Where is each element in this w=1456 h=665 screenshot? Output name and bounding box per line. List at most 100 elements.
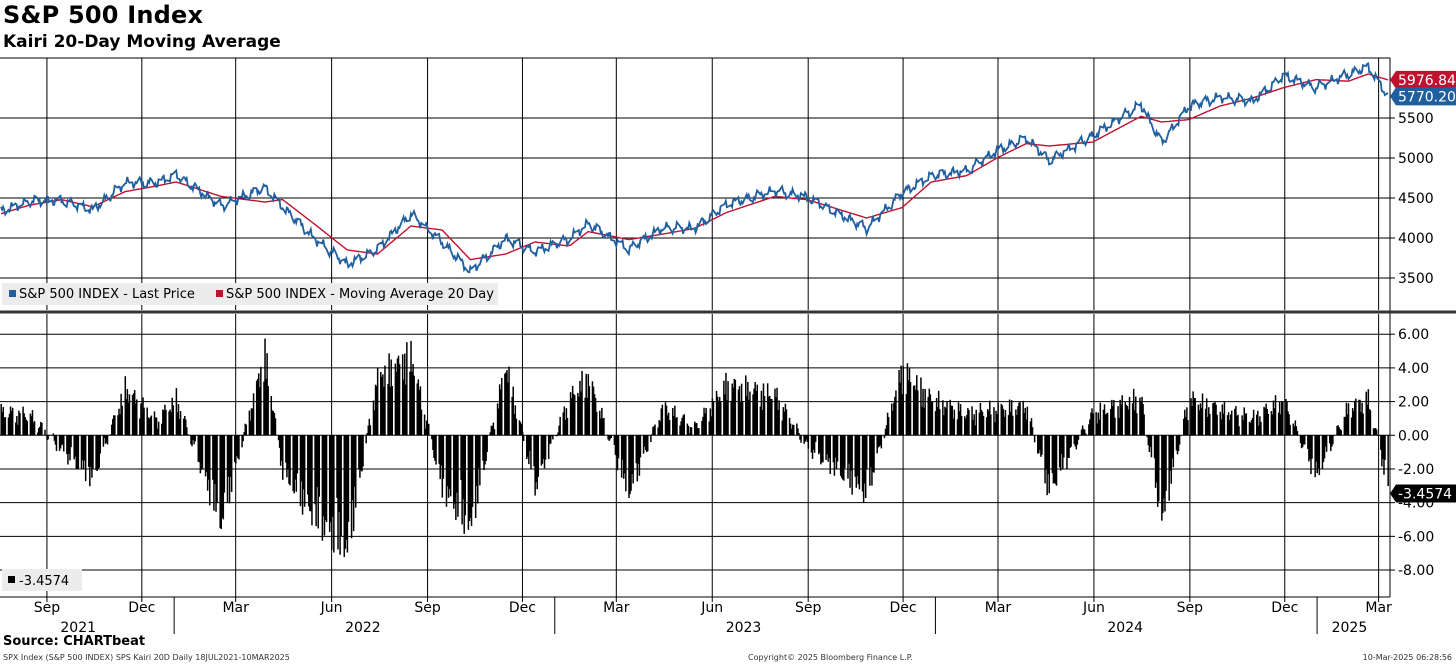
- kairi-bar: [235, 435, 237, 464]
- kairi-bar: [117, 415, 119, 436]
- kairi-bar: [1194, 398, 1196, 436]
- kairi-bar: [652, 427, 654, 436]
- kairi-bar: [380, 371, 382, 436]
- kairi-bar: [23, 413, 25, 436]
- kairi-legend-label: -3.4574: [19, 574, 69, 589]
- kairi-bar: [352, 435, 355, 532]
- kairi-bar: [118, 408, 120, 436]
- kairi-bar: [1016, 415, 1018, 436]
- kairi-bar: [922, 388, 924, 436]
- month-label: Dec: [509, 600, 536, 616]
- kairi-bar: [234, 435, 236, 463]
- kairi-bar: [1184, 409, 1186, 436]
- kairi-bar: [1325, 435, 1328, 452]
- kairi-bar: [316, 435, 318, 488]
- kairi-bar: [951, 405, 953, 436]
- kairi-bar: [91, 435, 93, 478]
- kairi-bar: [417, 379, 420, 436]
- kairi-bar: [2, 407, 5, 436]
- kairi-bar: [674, 405, 676, 436]
- kairi-bar: [1372, 428, 1375, 436]
- kairi-bar: [1206, 416, 1209, 436]
- kairi-bar: [1205, 398, 1208, 436]
- kairi-bar: [499, 389, 502, 436]
- kairi-bar: [368, 418, 371, 436]
- kairi-bar: [410, 340, 412, 436]
- kairi-bar: [1185, 416, 1187, 436]
- kairi-bar: [833, 435, 836, 476]
- footer-copyright: Copyright© 2025 Bloomberg Finance L.P.: [748, 653, 913, 662]
- kairi-bar: [1073, 435, 1076, 445]
- kairi-bar: [543, 435, 546, 469]
- kairi-bar: [454, 435, 456, 504]
- kairi-bar: [623, 435, 625, 479]
- kairi-bar: [683, 414, 685, 436]
- kairi-bar: [280, 435, 283, 461]
- footer-info: SPX Index (S&P 500 INDEX) SPS Kairi 20D …: [3, 653, 290, 662]
- kairi-bar: [338, 435, 340, 513]
- kairi-bar: [784, 403, 787, 436]
- kairi-bar: [1126, 406, 1129, 436]
- kairi-bar: [25, 419, 27, 436]
- kairi-bar: [80, 435, 83, 470]
- kairi-bar: [260, 366, 262, 436]
- kairi-bar: [617, 435, 620, 459]
- kairi-bar: [1096, 423, 1098, 436]
- kairi-bar: [228, 435, 231, 504]
- kairi-bar: [1127, 409, 1130, 436]
- kairi-bar: [32, 422, 35, 436]
- kairi-bar: [1125, 405, 1128, 436]
- kairi-bar: [608, 435, 610, 441]
- kairi-bar: [1295, 426, 1298, 436]
- kairi-bar: [54, 435, 57, 445]
- kairi-bar: [141, 413, 143, 436]
- kairi-bar: [1075, 435, 1078, 450]
- kairi-bar: [1264, 408, 1266, 436]
- kairi-bar: [98, 435, 100, 468]
- kairi-bar: [241, 435, 243, 448]
- kairi-bar: [492, 422, 495, 436]
- kairi-bar: [1025, 419, 1028, 436]
- kairi-bar: [1091, 408, 1093, 436]
- kairi-bar: [544, 435, 547, 460]
- kairi-bar: [512, 386, 514, 436]
- kairi-bar: [329, 435, 332, 523]
- kairi-bar: [1183, 418, 1185, 436]
- kairi-bar: [644, 435, 647, 451]
- kairi-bar: [909, 381, 912, 436]
- kairi-bar: [639, 435, 642, 458]
- kairi-bar: [143, 407, 145, 436]
- kairi-bar: [419, 386, 422, 436]
- kairi-bar: [734, 379, 737, 436]
- kairi-bar: [929, 394, 932, 436]
- kairi-bar: [426, 424, 429, 436]
- kairi-bar: [856, 435, 859, 477]
- kairi-bar: [1026, 406, 1029, 436]
- kairi-bar: [1070, 435, 1072, 447]
- kairi-bar: [848, 435, 850, 464]
- kairi-bar: [303, 435, 306, 507]
- kairi-bar: [432, 435, 434, 451]
- kairi-bar: [362, 435, 364, 467]
- kairi-bar: [635, 435, 638, 464]
- kairi-bar: [785, 409, 788, 436]
- month-label: Sep: [414, 600, 441, 616]
- kairi-bar: [964, 416, 966, 436]
- kairi-bar: [439, 435, 441, 480]
- kairi-bar: [434, 435, 436, 461]
- kairi-bar: [337, 435, 339, 550]
- kairi-bar: [1118, 418, 1120, 436]
- kairi-bar: [832, 435, 835, 463]
- kairi-bar: [1150, 435, 1153, 458]
- kairi-bar: [1178, 435, 1181, 445]
- kairi-bar: [1197, 404, 1200, 436]
- kairi-bar: [318, 435, 321, 497]
- kairi-bar: [1226, 415, 1229, 436]
- kairi-bar: [384, 365, 386, 436]
- kairi-bar: [1270, 411, 1273, 436]
- kairi-bar: [668, 420, 671, 436]
- kairi-bar: [16, 416, 18, 436]
- kairi-bar: [989, 400, 991, 436]
- kairi-bar: [219, 435, 221, 529]
